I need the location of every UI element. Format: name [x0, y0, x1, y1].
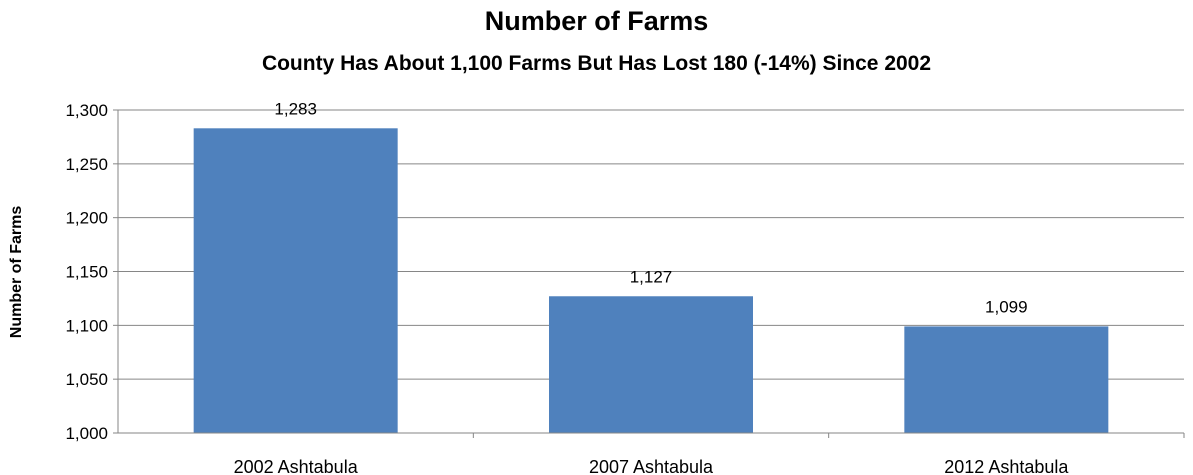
chart-title: Number of Farms: [484, 6, 709, 36]
data-label: 1,099: [985, 297, 1028, 316]
x-tick-label: 2007 Ashtabula: [589, 457, 714, 475]
data-label: 1,127: [630, 267, 673, 286]
chart-subtitle: County Has About 1,100 Farms But Has Los…: [261, 52, 932, 75]
y-tick-label: 1,050: [65, 370, 108, 389]
bar: [904, 326, 1109, 433]
x-tick-label: 2012 Ashtabula: [944, 457, 1069, 475]
data-label: 1,283: [274, 99, 317, 118]
y-tick-label: 1,100: [65, 316, 108, 335]
bar: [193, 128, 398, 433]
y-tick-label: 1,150: [65, 263, 108, 282]
y-tick-label: 1,300: [65, 101, 108, 120]
x-tick-label: 2002 Ashtabula: [234, 457, 359, 475]
y-tick-label: 1,000: [65, 424, 108, 443]
bar: [549, 296, 753, 433]
y-tick-label: 1,200: [65, 209, 108, 228]
y-tick-label: 1,250: [65, 155, 108, 174]
